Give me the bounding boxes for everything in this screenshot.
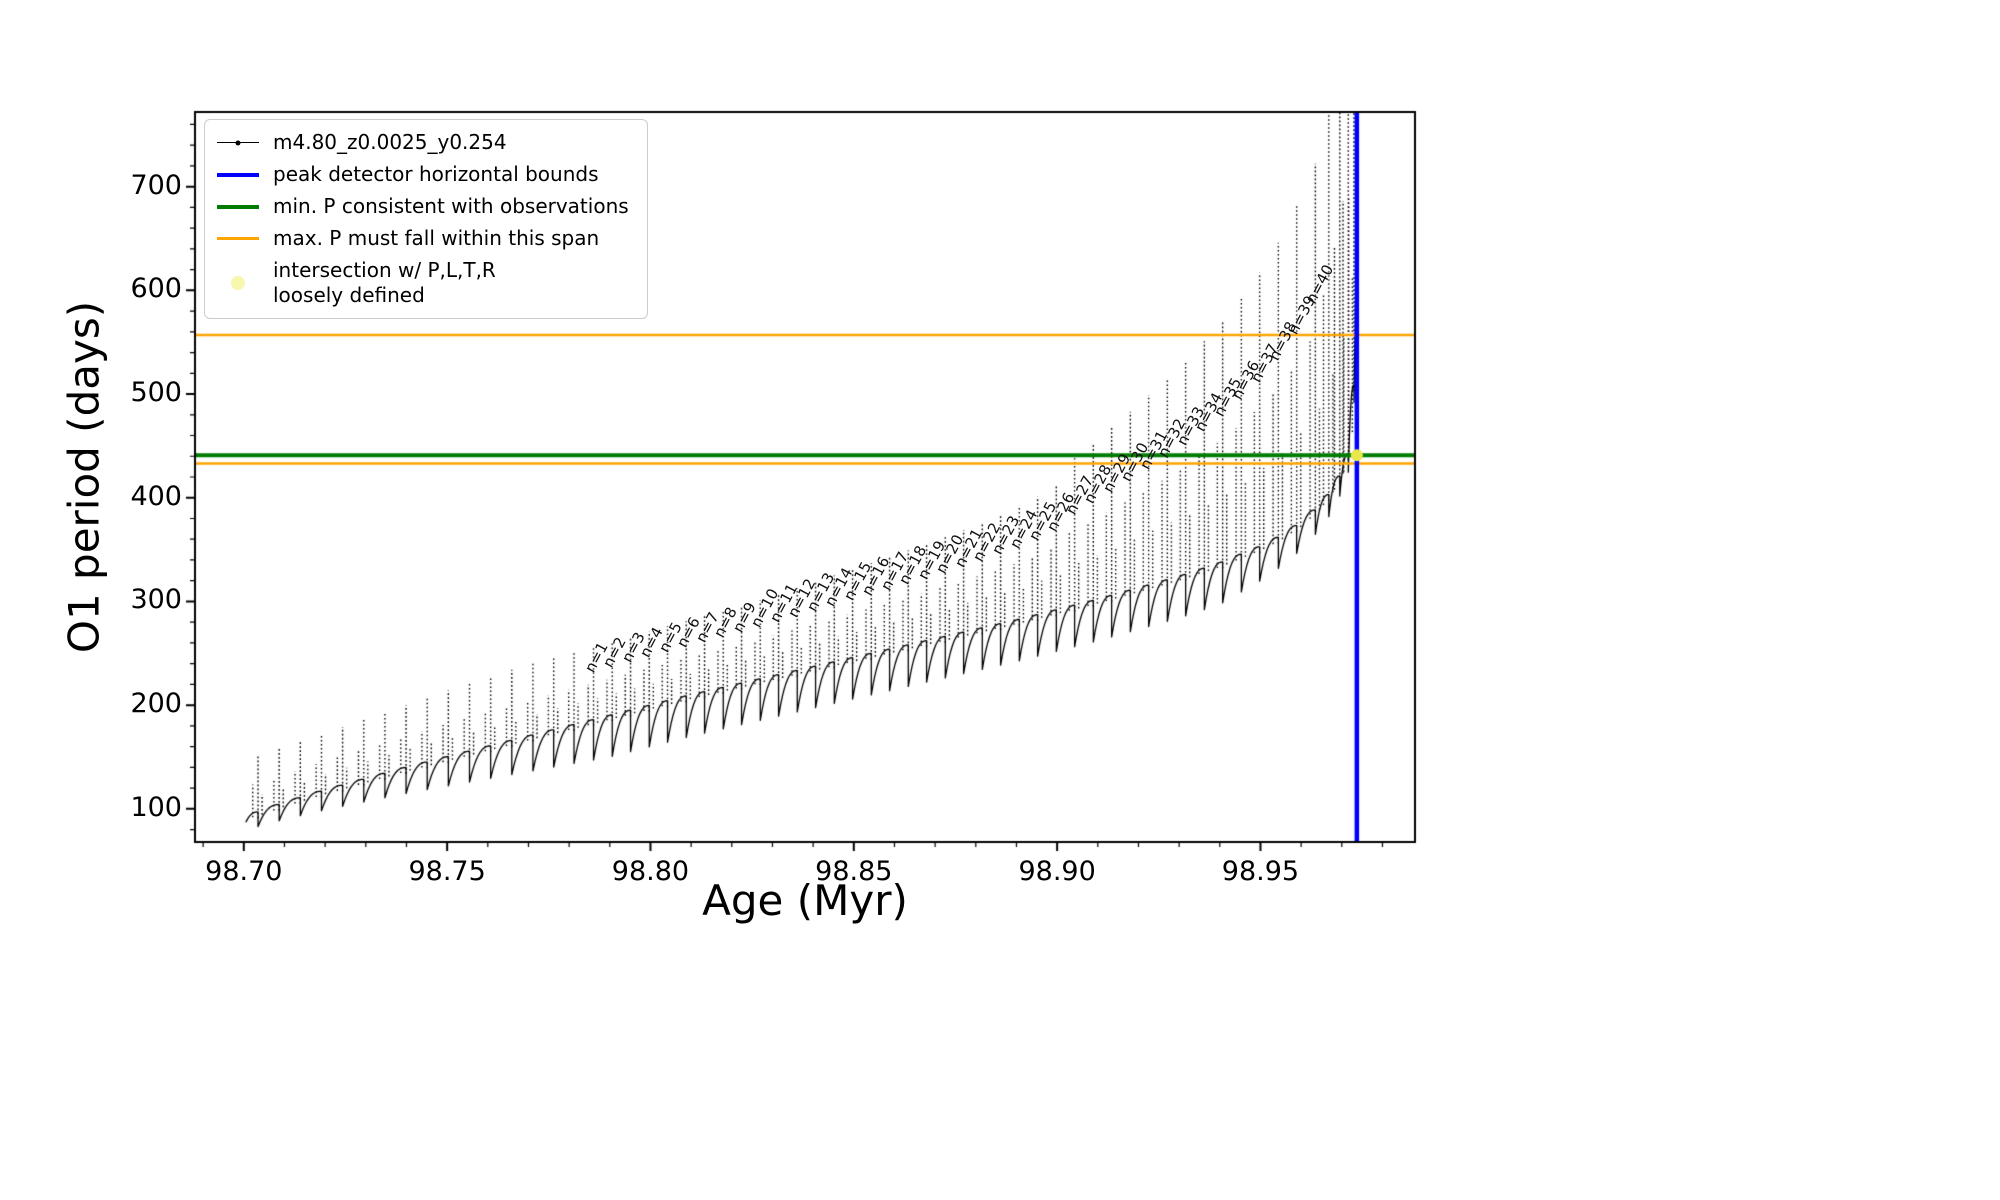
legend-entry-label: min. P consistent with observations	[273, 194, 629, 218]
legend-entry-peak-bounds: peak detector horizontal bounds	[217, 162, 629, 187]
intersection-marker-swatch	[217, 273, 259, 293]
peak-bounds-line-swatch	[217, 165, 259, 185]
min-p-line-swatch	[217, 197, 259, 217]
legend: m4.80_z0.0025_y0.254 peak detector horiz…	[204, 119, 648, 319]
legend-entry-max-p-span: max. P must fall within this span	[217, 226, 629, 251]
legend-entry-label: intersection w/ P,L,T,R loosely defined	[273, 258, 496, 307]
series-line-swatch	[217, 133, 259, 153]
legend-entry-label: peak detector horizontal bounds	[273, 162, 599, 186]
legend-entry-min-p: min. P consistent with observations	[217, 194, 629, 219]
legend-entry-series: m4.80_z0.0025_y0.254	[217, 130, 629, 155]
legend-entry-label: max. P must fall within this span	[273, 226, 600, 250]
legend-entry-label: m4.80_z0.0025_y0.254	[273, 130, 507, 154]
y-axis-label: O1 period (days)	[59, 300, 109, 654]
legend-entry-intersection: intersection w/ P,L,T,R loosely defined	[217, 258, 629, 308]
x-axis-label: Age (Myr)	[702, 876, 908, 925]
max-p-line-swatch	[217, 229, 259, 249]
